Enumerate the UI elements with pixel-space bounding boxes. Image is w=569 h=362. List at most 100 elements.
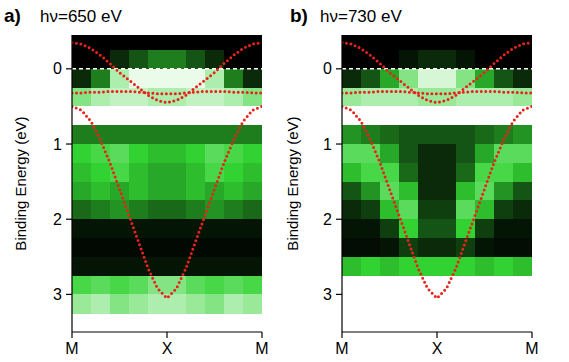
- heat-cell: [205, 200, 225, 219]
- band-line: [72, 91, 262, 93]
- heat-cell: [91, 182, 111, 201]
- heat-cell: [342, 144, 362, 163]
- y-axis: [71, 35, 72, 332]
- heat-cell: [399, 88, 419, 107]
- y-tick-label: 0: [53, 60, 62, 77]
- y-tick: [66, 68, 72, 69]
- heat-cell: [513, 200, 532, 219]
- heat-cell: [224, 294, 244, 313]
- y-tick: [336, 219, 342, 220]
- heat-cell: [475, 200, 495, 219]
- heat-cell: [456, 182, 476, 201]
- heat-cell: [91, 35, 111, 51]
- heat-cell: [399, 35, 419, 51]
- heat-cell: [513, 88, 532, 107]
- heat-cell: [342, 200, 362, 219]
- heat-cell: [437, 238, 457, 257]
- heat-cell: [186, 200, 206, 219]
- y-axis: [341, 35, 342, 332]
- heat-cell: [513, 69, 532, 88]
- heat-cell: [380, 219, 400, 238]
- heat-cell: [456, 69, 476, 88]
- heat-cell: [167, 200, 187, 219]
- reference-line: [72, 68, 262, 70]
- heat-cell: [342, 69, 362, 88]
- panel-label: a): [4, 5, 21, 26]
- heat-cell: [418, 125, 438, 144]
- heat-cell: [342, 219, 362, 238]
- heat-cell: [418, 50, 438, 69]
- band-line: [72, 106, 262, 298]
- heat-cell: [167, 88, 187, 107]
- heat-cell: [361, 182, 381, 201]
- heat-cell: [91, 257, 111, 276]
- heat-cell: [513, 219, 532, 238]
- heat-cell: [148, 182, 168, 201]
- heat-cell: [437, 219, 457, 238]
- heat-cell: [148, 200, 168, 219]
- heat-cell: [361, 238, 381, 257]
- heat-cell: [72, 219, 92, 238]
- heat-cell: [129, 69, 149, 88]
- heat-cell: [418, 238, 438, 257]
- heat-cell: [186, 219, 206, 238]
- heat-cell: [129, 144, 149, 163]
- heat-cell: [380, 106, 400, 125]
- heat-cell: [494, 69, 514, 88]
- heat-cell: [342, 163, 362, 182]
- heat-cell: [224, 144, 244, 163]
- heat-cell: [186, 294, 206, 313]
- heat-cell: [380, 238, 400, 257]
- x-tick-label: X: [432, 340, 443, 357]
- heat-cell: [243, 163, 262, 182]
- heat-cell: [494, 35, 514, 51]
- heat-cell: [91, 163, 111, 182]
- heat-cell: [167, 50, 187, 69]
- heat-cell: [224, 219, 244, 238]
- heat-cell: [342, 238, 362, 257]
- heat-cell: [72, 294, 92, 313]
- heat-cell: [437, 182, 457, 201]
- heat-cell: [399, 200, 419, 219]
- heat-cell: [513, 163, 532, 182]
- heat-cell: [72, 125, 92, 144]
- heat-cell: [186, 106, 206, 125]
- heat-cell: [110, 238, 130, 257]
- heat-cell: [243, 88, 262, 107]
- heat-cell: [361, 163, 381, 182]
- heat-cell: [513, 144, 532, 163]
- heat-cell: [167, 219, 187, 238]
- heat-cell: [342, 182, 362, 201]
- heat-cell: [494, 219, 514, 238]
- heat-cell: [186, 276, 206, 295]
- heat-cell: [148, 125, 168, 144]
- y-tick-label: 1: [53, 136, 62, 153]
- heat-cell: [437, 163, 457, 182]
- band-line: [72, 43, 262, 103]
- y-tick-label: 3: [53, 286, 62, 303]
- y-tick-label: 2: [53, 211, 62, 228]
- heat-cell: [456, 50, 476, 69]
- heat-cell: [437, 35, 457, 51]
- x-tick: [531, 332, 532, 338]
- heat-cell: [456, 200, 476, 219]
- heat-cell: [361, 35, 381, 51]
- plot-area: [72, 35, 262, 314]
- heat-cell: [456, 163, 476, 182]
- panel-label: b): [290, 5, 308, 26]
- y-tick-label: 1: [323, 136, 332, 153]
- heat-cell: [205, 219, 225, 238]
- heat-cell: [243, 219, 262, 238]
- heat-cell: [399, 257, 419, 276]
- heat-cell: [243, 125, 262, 144]
- heat-cell: [167, 294, 187, 313]
- heat-cell: [418, 219, 438, 238]
- heat-cell: [72, 200, 92, 219]
- heat-cell: [418, 35, 438, 51]
- heat-cell: [148, 88, 168, 107]
- heat-cell: [513, 182, 532, 201]
- heat-cell: [399, 163, 419, 182]
- heat-cell: [129, 163, 149, 182]
- heat-cell: [129, 125, 149, 144]
- heat-cell: [475, 106, 495, 125]
